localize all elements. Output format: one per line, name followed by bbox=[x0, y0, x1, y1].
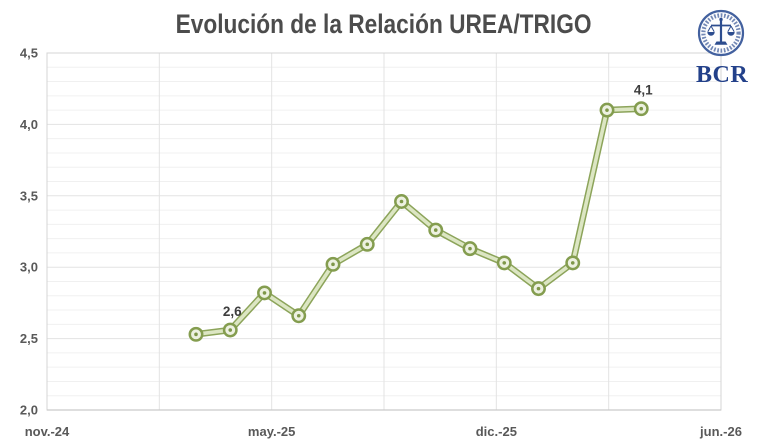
data-point-dot bbox=[605, 108, 609, 112]
data-point-label: 4,1 bbox=[634, 83, 653, 98]
data-point-dot bbox=[639, 106, 644, 111]
x-axis-tick-label: may.-25 bbox=[248, 424, 295, 439]
data-point-dot bbox=[365, 242, 370, 247]
data-point-dot bbox=[570, 261, 575, 265]
series-line-fill bbox=[194, 106, 644, 337]
y-axis-tick-label: 3,0 bbox=[20, 260, 38, 275]
y-axis-tick-label: 4,0 bbox=[20, 117, 38, 132]
data-point-dot bbox=[468, 246, 472, 251]
data-point-dot bbox=[296, 313, 301, 318]
data-point-dot bbox=[536, 286, 541, 291]
data-point-dot bbox=[262, 291, 267, 295]
x-axis-tick-label: dic.-25 bbox=[476, 424, 517, 439]
data-point-dot bbox=[502, 261, 507, 265]
x-axis-tick-label: nov.-24 bbox=[25, 424, 70, 439]
y-axis-tick-label: 2,0 bbox=[20, 403, 38, 418]
x-axis-tick-label: jun.-26 bbox=[699, 424, 742, 439]
data-point-dot bbox=[194, 332, 198, 337]
bcr-logo-text: BCR bbox=[696, 62, 749, 88]
y-axis-tick-label: 2,5 bbox=[20, 331, 38, 346]
data-point-dot bbox=[399, 199, 404, 204]
bcr-logo: BCR bbox=[696, 9, 749, 88]
data-point-dot bbox=[331, 262, 335, 267]
chart-title: Evolución de la Relación UREA/TRIGO bbox=[47, 9, 721, 40]
chart-title-text: Evolución de la Relación UREA/TRIGO bbox=[176, 9, 592, 39]
bcr-seal-icon bbox=[697, 9, 745, 57]
y-axis-tick-label: 4,5 bbox=[20, 46, 38, 61]
series-line-edge bbox=[192, 105, 645, 338]
data-point-label: 2,6 bbox=[223, 304, 242, 319]
scales-icon bbox=[707, 17, 735, 45]
data-point-dot bbox=[433, 228, 438, 232]
y-axis-tick-label: 3,5 bbox=[20, 188, 38, 203]
data-point-dot bbox=[228, 328, 233, 332]
